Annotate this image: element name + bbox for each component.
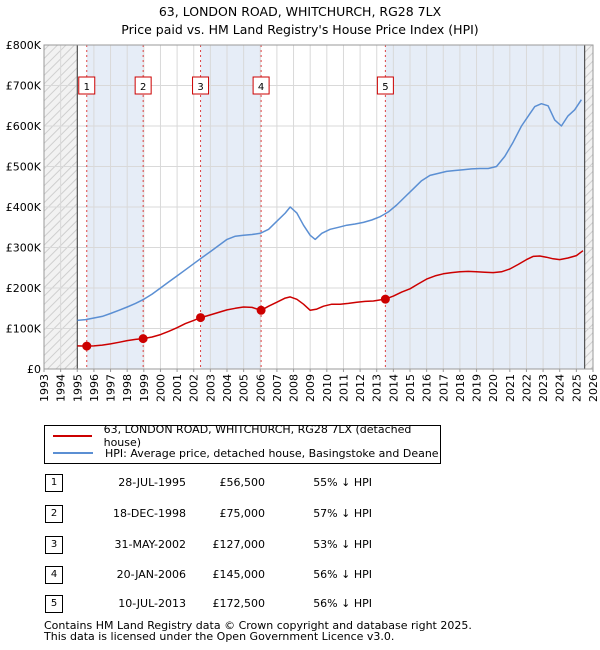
x-tick-label: 2018 <box>454 374 467 402</box>
x-tick-label: 2001 <box>171 374 184 402</box>
price-chart: 1 2 3 4 5 £0 £100K £200K £300K £400K £500K £600K £70… <box>6 39 600 402</box>
legend-label-hpi: HPI: Average price, detached house, Basi… <box>105 446 439 460</box>
x-tick-label: 2009 <box>304 374 317 402</box>
footer: Contains HM Land Registry data © Crown c… <box>44 620 472 642</box>
transaction-hpi-diff: 55% ↓ HPI <box>313 476 372 489</box>
x-tick-label: 2010 <box>321 374 334 402</box>
x-tick-label: 2024 <box>554 374 567 402</box>
transaction-number-badge: 2 <box>45 505 63 523</box>
x-tick-label: 2017 <box>437 374 450 402</box>
x-tick-label: 2008 <box>288 374 301 402</box>
property-price-line <box>77 250 584 347</box>
transaction-number-badge: 3 <box>45 536 63 554</box>
transaction-date: 18-DEC-1998 <box>112 507 186 520</box>
x-tick-label: 2015 <box>404 374 417 402</box>
x-tick-label: 2000 <box>154 374 167 402</box>
chart-title: 63, LONDON ROAD, WHITCHURCH, RG28 7LX <box>158 4 442 19</box>
transaction-price: £172,500 <box>212 597 266 610</box>
transaction-hpi-diff: 56% ↓ HPI <box>313 568 372 581</box>
x-tick-label: 1997 <box>105 374 118 402</box>
x-tick-label: 2002 <box>188 374 201 402</box>
y-tick-label: £300K <box>6 242 42 255</box>
y-tick-label: £100K <box>6 323 42 336</box>
y-tick-label: £200K <box>6 282 42 295</box>
transaction-hpi-diff: 53% ↓ HPI <box>313 538 372 551</box>
transaction-label-box <box>376 76 394 95</box>
x-tick-label: 2005 <box>238 374 251 402</box>
transaction-date: 10-JUL-2013 <box>118 597 186 610</box>
transaction-point <box>256 305 266 315</box>
transaction-label: 4 <box>258 82 264 93</box>
transaction-label: 1 <box>84 82 90 93</box>
transaction-point <box>380 294 390 304</box>
x-tick-label: 2019 <box>471 374 484 402</box>
plot-border <box>43 44 594 370</box>
y-tick-label: £600K <box>6 120 42 133</box>
transaction-price: £145,000 <box>212 568 266 581</box>
x-tick-label: 2003 <box>204 374 217 402</box>
x-tick-label: 1995 <box>71 374 84 402</box>
transaction-label-box <box>78 76 96 95</box>
x-tick-label: 2026 <box>587 374 600 402</box>
transaction-label-box <box>192 76 210 95</box>
legend-swatch-hpi <box>53 452 93 454</box>
transaction-point <box>138 334 148 344</box>
transaction-row: 4 20-JAN-2006 £145,000 56% ↓ HPI <box>0 566 600 584</box>
transaction-date: 28-JUL-1995 <box>118 476 186 489</box>
x-tick-label: 2007 <box>271 374 284 402</box>
transaction-label: 2 <box>140 82 146 93</box>
x-tick-label: 1993 <box>38 374 51 402</box>
transaction-point <box>82 341 92 351</box>
y-tick-label: £0 <box>27 363 41 376</box>
transaction-row: 3 31-MAY-2002 £127,000 53% ↓ HPI <box>0 536 600 554</box>
transaction-label: 5 <box>382 82 388 93</box>
x-tick-label: 1994 <box>55 374 68 402</box>
y-tick-label: £500K <box>6 161 42 174</box>
transaction-label-box <box>134 76 152 95</box>
x-tick-label: 2011 <box>337 374 350 402</box>
x-tick-label: 2014 <box>387 374 400 402</box>
x-tick-label: 1999 <box>138 374 151 402</box>
x-tick-label: 2006 <box>254 374 267 402</box>
y-tick-label: £400K <box>6 201 42 214</box>
x-tick-label: 2020 <box>487 374 500 402</box>
transaction-date: 31-MAY-2002 <box>114 538 186 551</box>
y-tick-label: £700K <box>6 80 42 93</box>
x-tick-label: 2013 <box>371 374 384 402</box>
transaction-number-badge: 5 <box>45 595 63 613</box>
transaction-row: 1 28-JUL-1995 £56,500 55% ↓ HPI <box>0 474 600 492</box>
legend: 63, LONDON ROAD, WHITCHURCH, RG28 7LX (d… <box>44 423 441 464</box>
legend-label-property: 63, LONDON ROAD, WHITCHURCH, RG28 7LX (d… <box>103 423 412 449</box>
transaction-point <box>196 313 206 323</box>
legend-swatch-property <box>53 435 92 437</box>
transaction-label-box <box>252 76 270 95</box>
x-tick-label: 2004 <box>221 374 234 402</box>
transaction-price: £127,000 <box>212 538 266 551</box>
transaction-price: £75,000 <box>219 507 266 520</box>
transaction-hpi-diff: 56% ↓ HPI <box>313 597 372 610</box>
transaction-row: 2 18-DEC-1998 £75,000 57% ↓ HPI <box>0 505 600 523</box>
footer-copyright: Contains HM Land Registry data © Crown c… <box>44 619 472 632</box>
legend-item-hpi: HPI: Average price, detached house, Basi… <box>53 445 439 461</box>
x-tick-label: 2012 <box>354 374 367 402</box>
transaction-label: 3 <box>197 82 203 93</box>
x-tick-label: 2016 <box>421 374 434 402</box>
transaction-date: 20-JAN-2006 <box>116 568 186 581</box>
chart-subtitle: Price paid vs. HM Land Registry's House … <box>121 22 479 37</box>
transaction-price: £56,500 <box>219 476 266 489</box>
x-tick-label: 2022 <box>520 374 533 402</box>
y-tick-label: £800K <box>6 39 42 52</box>
x-tick-label: 2023 <box>537 374 550 402</box>
x-tick-label: 1998 <box>121 374 134 402</box>
footer-license: This data is licensed under the Open Gov… <box>44 630 395 643</box>
legend-item-property: 63, LONDON ROAD, WHITCHURCH, RG28 7LX (d… <box>53 423 440 449</box>
transaction-row: 5 10-JUL-2013 £172,500 56% ↓ HPI <box>0 595 600 613</box>
hpi-line <box>77 99 583 322</box>
x-tick-label: 1996 <box>88 374 101 402</box>
x-tick-label: 2025 <box>570 374 583 402</box>
x-tick-label: 2021 <box>504 374 517 402</box>
transaction-number-badge: 1 <box>45 474 63 492</box>
transaction-number-badge: 4 <box>45 566 63 584</box>
transaction-hpi-diff: 57% ↓ HPI <box>313 507 372 520</box>
